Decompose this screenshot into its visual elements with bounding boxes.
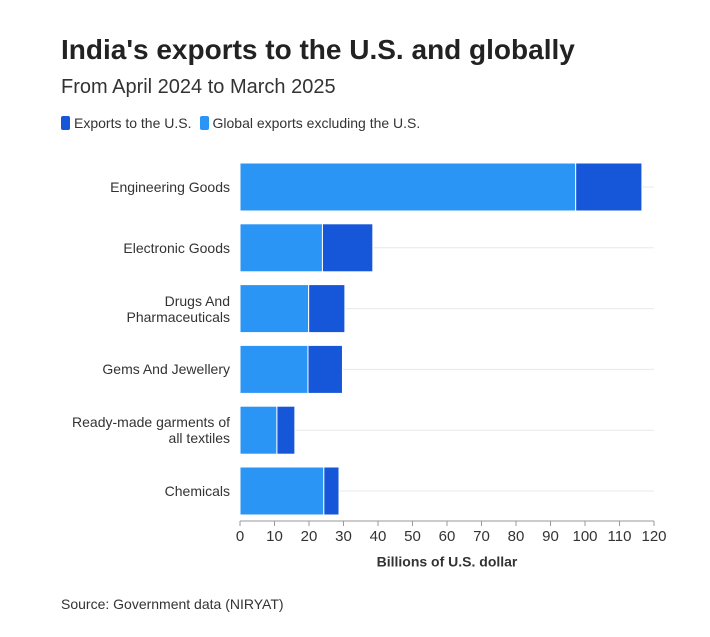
bar-segment [239, 162, 577, 212]
x-tick-label: 10 [266, 528, 283, 545]
x-tick-label: 50 [404, 528, 421, 545]
x-tick-label: 80 [508, 528, 525, 545]
bar-segment [575, 162, 643, 212]
x-tick-label: 100 [572, 528, 597, 545]
legend: Exports to the U.S. Global exports exclud… [61, 115, 420, 131]
x-tick-label: 120 [641, 528, 666, 545]
x-tick-label: 110 [608, 528, 632, 545]
legend-label: Exports to the U.S. [74, 115, 192, 131]
legend-item: Global exports excluding the U.S. [199, 115, 421, 131]
x-tick-label: 90 [542, 528, 559, 545]
x-tick-label: 60 [439, 528, 456, 545]
source-note: Source: Government data (NIRYAT) [61, 596, 284, 612]
y-tick-label: Drugs And Pharmaceuticals [126, 292, 231, 325]
bar-segment [276, 405, 296, 455]
bar-segment [239, 466, 325, 516]
legend-swatch [61, 116, 70, 130]
x-tick-label: 0 [236, 528, 244, 545]
y-tick-label: Electronic Goods [123, 239, 230, 256]
x-tick-label: 70 [473, 528, 490, 545]
y-tick-label: Ready-made garments of all textiles [72, 414, 230, 447]
x-tick-label: 40 [370, 528, 387, 545]
chart-subtitle: From April 2024 to March 2025 [61, 76, 336, 98]
y-tick-label: Chemicals [164, 483, 230, 499]
legend-label: Global exports excluding the U.S. [212, 115, 421, 131]
bar-segment [239, 284, 310, 334]
bar-segment [323, 466, 340, 516]
bar-segment [239, 344, 309, 394]
bar-segment [308, 284, 346, 334]
bar-segment [321, 223, 374, 273]
bar-segment [307, 344, 343, 394]
bar-segment [239, 405, 278, 455]
bar-segment [239, 223, 323, 273]
y-tick-label: Gems And Jewellery [102, 361, 230, 378]
chart-title: India's exports to the U.S. and globally [61, 34, 575, 65]
y-tick-label: Engineering Goods [110, 179, 230, 195]
x-tick-label: 30 [335, 528, 352, 545]
legend-item: Exports to the U.S. [61, 115, 192, 131]
x-tick-label: 20 [301, 528, 318, 545]
x-axis-label: Billions of U.S. dollar [377, 554, 518, 570]
legend-swatch [199, 116, 209, 130]
